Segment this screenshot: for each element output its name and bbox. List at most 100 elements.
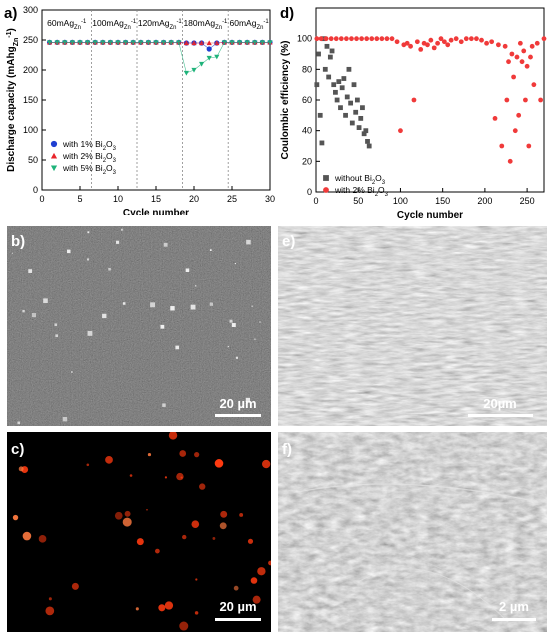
data-point (492, 116, 498, 121)
x-axis-label: Cycle number (123, 208, 189, 215)
data-point (404, 40, 410, 46)
data-point (324, 43, 330, 49)
data-point (336, 79, 342, 84)
data-point (334, 97, 340, 103)
sem-image-b: b) 20 µm (7, 226, 271, 426)
panel-label-b: b) (11, 233, 25, 250)
data-point (438, 36, 444, 42)
y-tick-label: 40 (302, 126, 312, 136)
plot-frame (315, 7, 545, 193)
x-tick-label: 20 (189, 194, 199, 204)
scale-bar-e (468, 414, 533, 417)
y-tick-label: 60 (302, 95, 312, 105)
data-point (365, 139, 370, 144)
data-point (458, 39, 464, 45)
scale-bar-label-c: 20 µm (219, 599, 256, 614)
data-point (534, 40, 540, 46)
data-point (484, 40, 489, 46)
data-point (319, 140, 325, 146)
data-point (349, 120, 355, 126)
data-point (524, 63, 530, 69)
rate-region-label: 60mAgZn-1 (230, 18, 270, 31)
legend-marker (323, 175, 329, 181)
panel-c: c) 20 µm (7, 431, 273, 632)
data-point (509, 51, 515, 57)
y-axis-label: Discharge capacity (mAhgZn-1) (6, 28, 20, 172)
data-point (327, 54, 333, 60)
data-point (502, 43, 508, 49)
data-point (517, 40, 523, 46)
x-tick-label: 15 (151, 194, 161, 204)
x-tick-label: 5 (77, 194, 82, 204)
sem-image-f: f) 2 µm (277, 432, 547, 632)
data-point (329, 48, 335, 54)
x-tick-label: 30 (265, 194, 275, 204)
y-tick-label: 100 (297, 34, 312, 44)
data-point (521, 48, 527, 54)
data-point (358, 116, 364, 121)
scale-bar-label-e: 20µm (483, 396, 517, 411)
data-point (408, 43, 413, 49)
y-tick-label: 200 (23, 65, 38, 75)
scale-bar-label-f: 2 µm (499, 599, 529, 614)
panel-label-d: d) (280, 5, 294, 22)
x-axis-label: Cycle number (397, 210, 463, 220)
panel-label-f: f) (282, 441, 292, 458)
data-point (411, 97, 417, 103)
data-point (328, 36, 334, 42)
x-tick-label: 25 (227, 194, 237, 204)
data-point (463, 36, 469, 42)
data-point (369, 36, 375, 42)
panel-d: d) 0 50 100 150 200 250 0 20 40 60 80 100 Cycle numbe… (276, 0, 550, 221)
panel-f: f) 2 µm (277, 432, 547, 632)
data-point (512, 128, 518, 134)
y-tick-label: 50 (28, 155, 38, 165)
data-point (364, 36, 370, 42)
data-point (541, 36, 547, 42)
data-point (354, 97, 360, 103)
data-point (360, 105, 365, 111)
data-point (384, 36, 390, 42)
rate-region-label: 120mAgZn-1 (138, 18, 183, 31)
x-tick-label: 200 (477, 196, 492, 206)
data-point (389, 36, 395, 42)
series-0 (314, 36, 372, 149)
data-point (516, 112, 522, 118)
legend-entry: with 1% Bi2O3 (62, 139, 117, 152)
y-tick-label: 300 (23, 5, 38, 15)
data-point (448, 37, 454, 43)
data-point (331, 82, 337, 88)
y-tick-label: 250 (23, 35, 38, 45)
y-tick-label: 0 (307, 187, 312, 197)
data-point (316, 51, 321, 57)
data-point (339, 85, 345, 91)
panel-b: b) 20 µm (7, 226, 271, 426)
x-tick-label: 150 (435, 196, 450, 206)
data-point (431, 45, 437, 51)
data-point (523, 97, 528, 103)
data-point (314, 82, 320, 88)
series-2 (47, 40, 273, 76)
data-point (528, 54, 533, 60)
data-point (538, 97, 544, 103)
chart-coulombic-efficiency: d) 0 50 100 150 200 250 0 20 40 60 80 100 Cycle numbe… (280, 5, 547, 221)
x-tick-label: 250 (520, 196, 535, 206)
y-tick-label: 100 (23, 125, 38, 135)
data-point (356, 125, 362, 130)
data-point (349, 36, 354, 42)
y-tick-label: 80 (302, 64, 312, 74)
x-tick-label: 0 (313, 196, 318, 206)
scale-bar-c (215, 618, 261, 621)
data-point (428, 37, 434, 43)
data-point (338, 36, 344, 42)
panel-label-e: e) (282, 233, 295, 250)
scale-bar-label-b: 20 µm (219, 396, 256, 411)
scale-bar-b (215, 414, 261, 417)
series-line (49, 42, 270, 74)
data-point (346, 66, 352, 72)
data-point (333, 36, 339, 42)
data-point (354, 36, 359, 42)
data-point (519, 59, 525, 65)
bright-particles (11, 228, 261, 425)
y-tick-label: 20 (302, 156, 312, 166)
